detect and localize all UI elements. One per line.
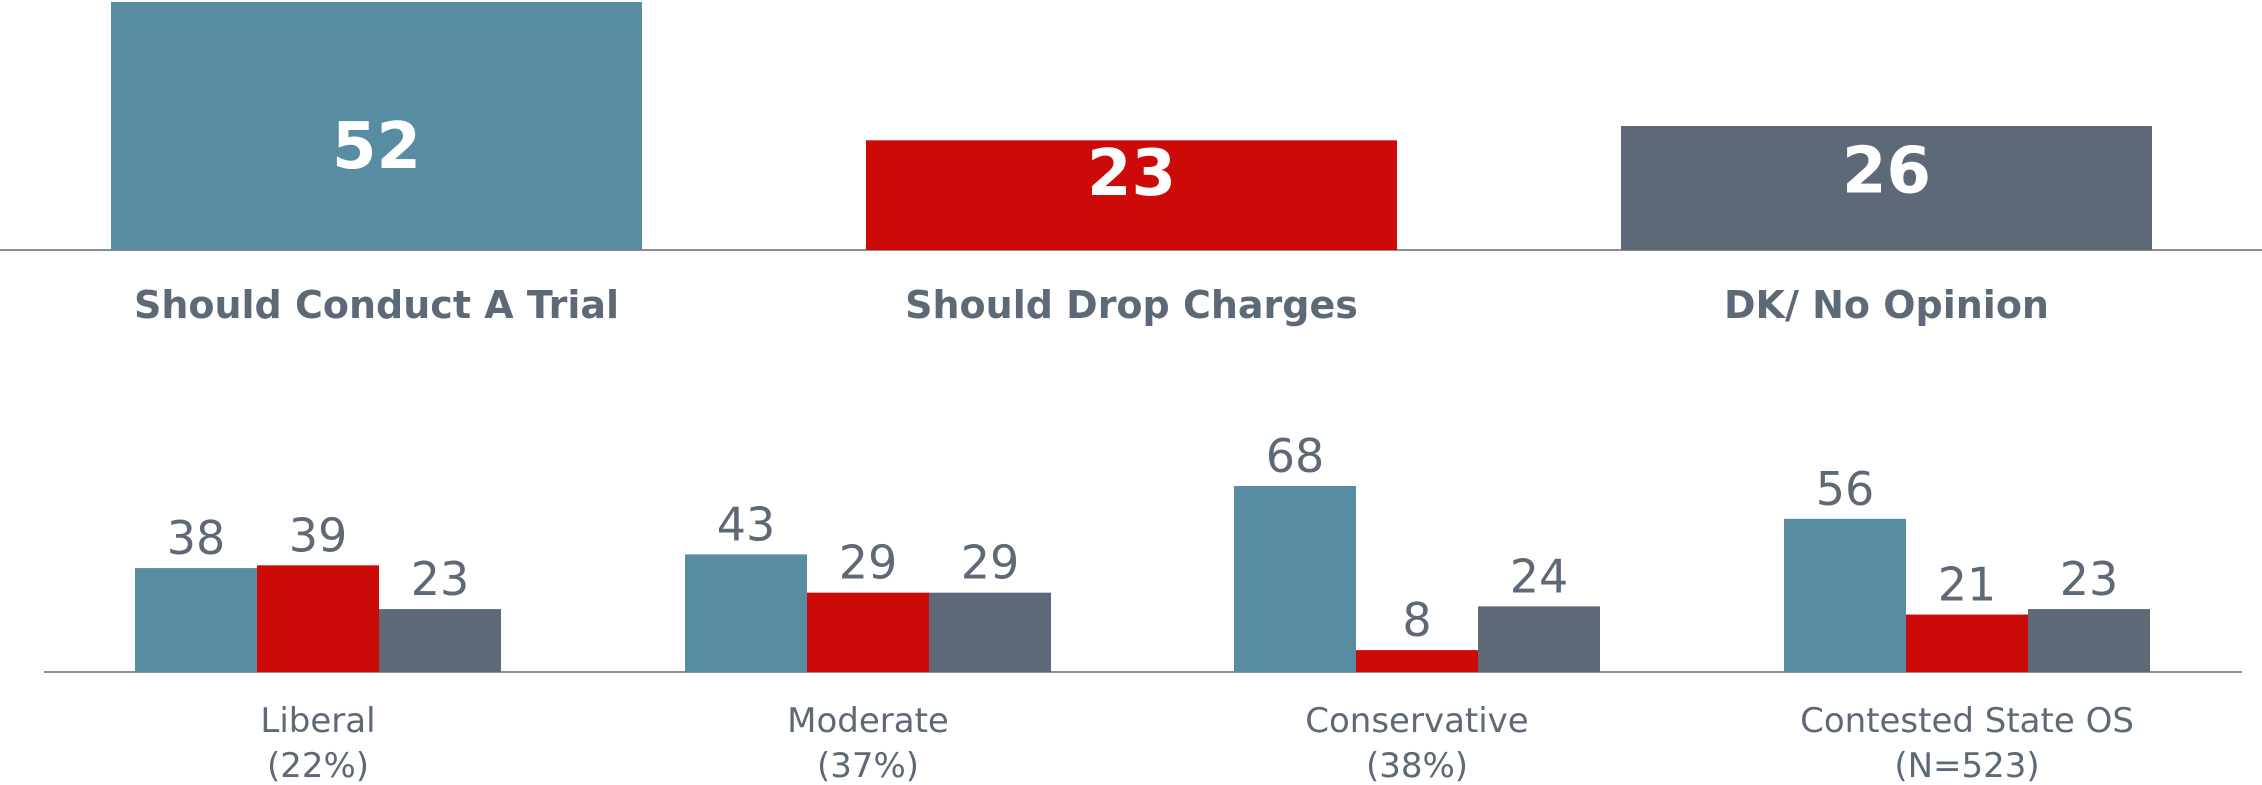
top-category-label-1: Should Conduct A Trial — [134, 283, 619, 327]
category-label-4: Contested State OS — [1800, 701, 2134, 741]
bar-1-1 — [135, 568, 257, 672]
bar-3-3 — [1478, 606, 1600, 672]
value-label-3-1: 68 — [1266, 429, 1325, 483]
top-value-label-3: 26 — [1842, 135, 1931, 209]
category-label-3: Conservative — [1305, 701, 1528, 741]
category-label-1: Liberal — [260, 701, 375, 741]
category-sublabel-4: (N=523) — [1894, 746, 2039, 785]
category-sublabel-3: (38%) — [1366, 746, 1468, 785]
bar-4-1 — [1784, 518, 1906, 672]
value-label-3-2: 8 — [1402, 593, 1431, 647]
top-chart: 52 Should Conduct A Trial 23 Should Drop Ch… — [0, 2, 2262, 327]
bar-4-2 — [1906, 614, 2028, 672]
value-label-3-3: 24 — [1510, 549, 1569, 603]
value-label-1-1: 38 — [167, 511, 226, 565]
top-bar-1 — [111, 2, 642, 250]
top-value-label-1: 52 — [332, 110, 421, 184]
top-bar-2 — [866, 140, 1397, 250]
value-label-4-1: 56 — [1816, 462, 1875, 516]
bar-3-1 — [1234, 486, 1356, 672]
top-category-label-2: Should Drop Charges — [905, 283, 1358, 327]
top-category-label-3: DK/ No Opinion — [1724, 283, 2049, 327]
category-sublabel-2: (37%) — [817, 746, 919, 785]
value-label-2-3: 29 — [961, 536, 1020, 590]
category-sublabel-1: (22%) — [267, 746, 369, 785]
bottom-chart: 38 39 23 Liberal (22%) 43 29 29 Moderate (37%) 68 8… — [44, 429, 2242, 785]
value-label-1-2: 39 — [289, 508, 348, 562]
top-value-label-2: 23 — [1087, 137, 1176, 211]
top-bar-3 — [1621, 126, 2152, 250]
bar-1-2 — [257, 565, 379, 672]
value-label-4-3: 23 — [2060, 552, 2119, 606]
value-label-2-2: 29 — [839, 536, 898, 590]
value-label-2-1: 43 — [717, 497, 776, 551]
bar-3-2 — [1356, 650, 1478, 672]
bar-1-3 — [379, 609, 501, 672]
value-label-4-2: 21 — [1938, 558, 1997, 612]
bar-4-3 — [2028, 609, 2150, 672]
bar-2-2 — [807, 592, 929, 672]
bar-2-1 — [685, 554, 807, 672]
value-label-1-3: 23 — [411, 552, 470, 606]
category-label-2: Moderate — [787, 701, 949, 741]
bar-2-3 — [929, 592, 1051, 672]
